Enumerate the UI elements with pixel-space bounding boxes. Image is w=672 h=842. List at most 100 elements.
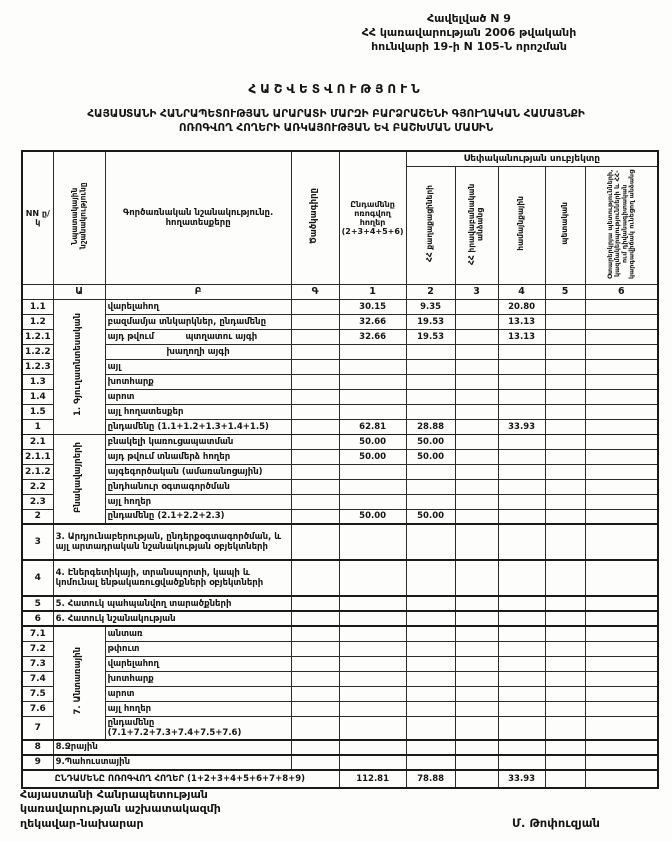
value-cell: 50.00 — [338, 433, 407, 450]
value-cell — [454, 463, 499, 480]
value-cell — [544, 433, 586, 450]
value-cell: 28.88 — [405, 418, 456, 435]
table-row: 2 ընդամենը (2.1+2.2+2.3) 50.00 50.00 — [21, 508, 659, 525]
row-label-left: այդ թվում — [107, 331, 155, 342]
value-cell — [584, 313, 659, 330]
value-cell: 78.88 — [405, 768, 456, 788]
value-cell — [497, 625, 546, 642]
page-subtitle-1: ՀԱՅԱՍՏԱՆԻ ՀԱՆՐԱՊԵՏՈՒԹՅԱՆ ԱՐԱՐԱՏԻ ՄԱՐԶԻ Բ… — [87, 108, 585, 120]
value-cell — [405, 523, 456, 561]
value-cell — [584, 478, 659, 495]
value-cell — [584, 700, 659, 717]
value-cell — [338, 700, 407, 717]
value-cell — [544, 640, 586, 657]
code-cell — [290, 478, 340, 495]
value-cell — [584, 595, 659, 612]
row-number-cell: 7.4 — [21, 670, 54, 687]
code-cell — [290, 343, 340, 360]
value-cell — [338, 738, 407, 755]
value-cell — [338, 625, 407, 642]
value-cell: 50.00 — [405, 508, 456, 525]
value-cell — [338, 715, 407, 740]
col-header-nn: NN ը/կ — [21, 150, 54, 285]
table-row: 3 3. Արդյունաբերության, ընդերքօգտագործման… — [21, 523, 659, 561]
row-label-cell: 6. Հատուկ նշանակության — [52, 610, 292, 627]
code-cell — [290, 559, 340, 597]
code-cell — [290, 313, 340, 330]
value-cell — [338, 388, 407, 405]
code-cell — [290, 715, 340, 740]
value-cell — [497, 433, 546, 450]
value-cell — [338, 493, 407, 510]
value-cell — [584, 298, 659, 315]
value-cell — [544, 313, 586, 330]
page-subtitle-2: ՈՌՈԳՎՈՂ ՀՈՂԵՐԻ ԱՌԿԱՅՈՒԹՅԱՆ ԵՎ ԲԱՇԽՄԱՆ ՄԱ… — [178, 121, 494, 134]
value-cell — [454, 418, 499, 435]
value-cell — [584, 559, 659, 597]
value-cell — [454, 715, 499, 740]
value-cell — [497, 358, 546, 375]
value-cell — [497, 478, 546, 495]
value-cell — [544, 328, 586, 345]
value-cell — [584, 768, 659, 788]
column-letter-cell: 6 — [584, 283, 659, 300]
col-header-purpose-label: Նպատակային նշանակությունը — [69, 182, 88, 250]
signatory-name: Մ. Թոփուզյան — [512, 816, 600, 830]
value-cell — [544, 448, 586, 465]
value-cell — [454, 523, 499, 561]
row-label-cell: այլ — [104, 358, 292, 375]
value-cell — [405, 403, 456, 420]
column-letter-cell: Գ — [290, 283, 340, 300]
col-header-code-label: Ծածկագիրը — [309, 188, 320, 245]
table-row: 9 9.Պահուստային — [21, 753, 659, 770]
value-cell — [544, 463, 586, 480]
value-cell — [338, 640, 407, 657]
value-cell — [497, 640, 546, 657]
value-cell — [454, 738, 499, 755]
value-cell — [405, 493, 456, 510]
column-letter-cell: 2 — [405, 283, 456, 300]
value-cell — [405, 373, 456, 390]
row-label-cell: այդ թվում տնամերձ հողեր — [104, 448, 292, 465]
signature-title-block: Հայաստանի Հանրապետության կառավարության ա… — [20, 788, 221, 831]
value-cell — [454, 700, 499, 717]
row-label-cell: խոտհարք — [104, 670, 292, 687]
col-header-citizens: ՀՀ քաղաքացիների — [405, 165, 456, 285]
col-header-communal-label: համայնքային — [516, 196, 526, 251]
value-cell — [497, 343, 546, 360]
value-cell — [405, 715, 456, 740]
col-header-state: պետական — [544, 165, 586, 285]
row-label-cell: արոտ — [104, 685, 292, 702]
row-number-cell: 3 — [21, 523, 54, 561]
code-cell — [290, 595, 340, 612]
row-label-cell: վարելահող — [104, 298, 292, 315]
table-row: 2.1.2 այգեգործական (ամառանոցային) — [21, 463, 659, 480]
row-number-cell: 7.6 — [21, 700, 54, 717]
value-cell — [544, 388, 586, 405]
appendix-line-1: Հավելված N 9 — [427, 12, 511, 25]
code-cell — [290, 298, 340, 315]
value-cell — [454, 625, 499, 642]
value-cell — [454, 433, 499, 450]
column-letter-cell: 3 — [454, 283, 499, 300]
value-cell — [338, 463, 407, 480]
code-cell — [290, 640, 340, 657]
code-cell — [290, 685, 340, 702]
table-row: 7.6 այլ հողեր — [21, 700, 659, 717]
value-cell — [544, 768, 586, 788]
value-cell: 50.00 — [338, 448, 407, 465]
group-label-cell: 7. Անտառային — [52, 625, 106, 740]
code-cell — [290, 328, 340, 345]
row-number-cell: 1.2.2 — [21, 343, 54, 360]
code-cell — [290, 670, 340, 687]
irrigated-lands-table: NN ը/կ Նպատակային նշանակությունը Գործառն… — [21, 150, 660, 789]
value-cell — [544, 610, 586, 627]
value-cell — [454, 343, 499, 360]
value-cell — [454, 508, 499, 525]
value-cell — [544, 418, 586, 435]
value-cell — [544, 358, 586, 375]
row-label-cell: թփուտ — [104, 640, 292, 657]
row-label-cell: այգեգործական (ամառանոցային) — [104, 463, 292, 480]
code-cell — [290, 738, 340, 755]
